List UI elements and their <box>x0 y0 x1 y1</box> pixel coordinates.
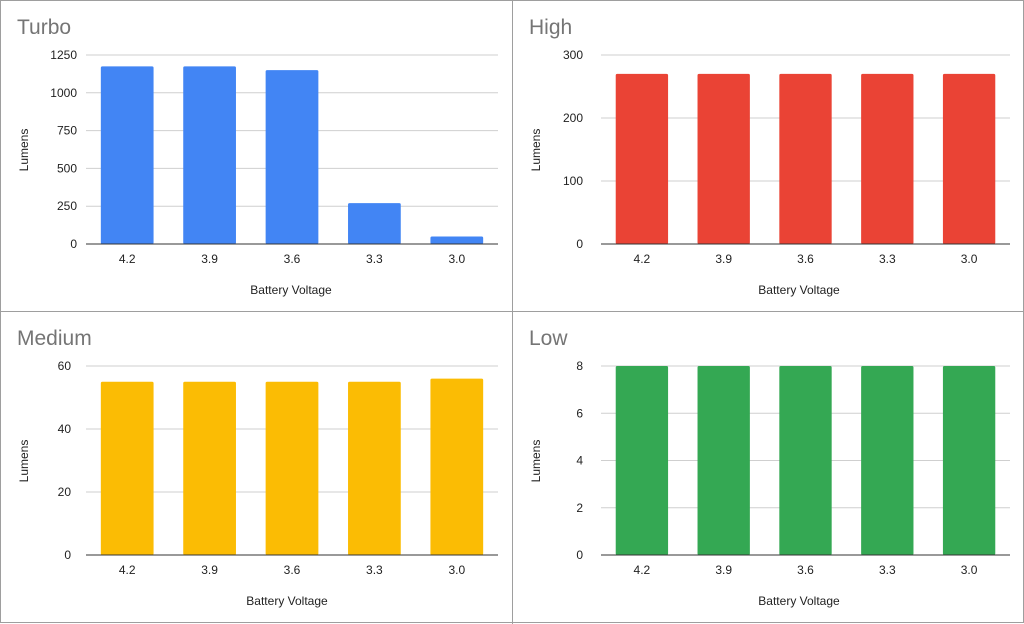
chart-panel-turbo: Turbo Lumens Battery Voltage 0 250 500 750 1… <box>1 1 512 311</box>
x-tick-label: 4.2 <box>119 563 136 577</box>
y-tick-label: 1250 <box>50 48 77 62</box>
bar <box>779 73 832 245</box>
chart-panel-low: Low Lumens Battery Voltage 0 2 4 6 8 4.2 3.9 3.… <box>513 312 1024 622</box>
bar <box>183 381 236 555</box>
x-tick-label: 3.6 <box>797 252 814 266</box>
bar <box>348 203 401 244</box>
y-tick-label: 20 <box>58 485 72 499</box>
x-tick-label: 4.2 <box>634 563 651 577</box>
x-axis-label: Battery Voltage <box>758 594 840 608</box>
y-axis-label: Lumens <box>529 129 543 172</box>
bar <box>430 378 484 555</box>
x-tick-label: 3.9 <box>201 252 218 266</box>
turbo-chart: Turbo Lumens Battery Voltage 0 250 500 750 1… <box>17 16 498 297</box>
low-chart: Low Lumens Battery Voltage 0 2 4 6 8 4.2 3.9 3.… <box>529 327 1010 608</box>
y-tick-label: 0 <box>70 237 77 251</box>
y-tick-label: 40 <box>58 422 72 436</box>
x-tick-label: 3.0 <box>961 252 978 266</box>
bar <box>100 66 154 244</box>
chart-title: Medium <box>17 327 92 350</box>
y-tick-label: 100 <box>563 174 583 188</box>
y-tick-label: 8 <box>576 359 583 373</box>
bar <box>265 70 319 245</box>
bar <box>697 73 750 245</box>
x-tick-label: 3.0 <box>448 563 465 577</box>
y-tick-label: 750 <box>57 124 77 138</box>
bar <box>697 366 750 555</box>
bar <box>861 366 914 555</box>
bar <box>183 66 236 244</box>
y-axis-label: Lumens <box>17 129 31 172</box>
x-tick-label: 3.6 <box>797 563 814 577</box>
medium-chart: Medium Lumens Battery Voltage 0 20 40 60 4.2… <box>17 327 498 608</box>
x-axis-label: Battery Voltage <box>246 594 328 608</box>
x-tick-label: 3.9 <box>201 563 218 577</box>
chart-panel-medium: Medium Lumens Battery Voltage 0 20 40 60 4.2… <box>1 312 512 622</box>
chart-title: Low <box>529 327 568 350</box>
bar <box>615 366 669 555</box>
y-tick-label: 300 <box>563 48 583 62</box>
x-tick-label: 3.3 <box>366 252 383 266</box>
y-axis-label: Lumens <box>17 440 31 483</box>
x-tick-label: 3.3 <box>879 252 896 266</box>
bar <box>942 73 996 245</box>
y-tick-label: 0 <box>64 548 71 562</box>
x-tick-label: 3.0 <box>961 563 978 577</box>
x-tick-label: 3.9 <box>715 252 732 266</box>
panel-divider-vertical <box>512 1 513 624</box>
bar <box>348 381 401 555</box>
y-tick-label: 0 <box>576 548 583 562</box>
y-tick-label: 1000 <box>50 86 77 100</box>
y-tick-label: 200 <box>563 111 583 125</box>
bar <box>100 381 154 555</box>
y-tick-label: 4 <box>576 454 583 468</box>
x-tick-label: 4.2 <box>119 252 136 266</box>
y-tick-label: 500 <box>57 161 77 175</box>
y-axis-label: Lumens <box>529 440 543 483</box>
x-tick-label: 3.3 <box>366 563 383 577</box>
chart-title: Turbo <box>17 16 71 39</box>
bar <box>861 73 914 245</box>
bar <box>942 366 996 555</box>
bar <box>265 381 319 555</box>
x-tick-label: 3.3 <box>879 563 896 577</box>
chart-title: High <box>529 16 572 39</box>
bar <box>430 236 484 244</box>
bar <box>779 366 832 555</box>
x-tick-label: 3.0 <box>448 252 465 266</box>
high-chart: High Lumens Battery Voltage 0 100 200 300 4.… <box>529 16 1010 297</box>
x-tick-label: 3.9 <box>715 563 732 577</box>
x-tick-label: 4.2 <box>634 252 651 266</box>
x-tick-label: 3.6 <box>284 563 301 577</box>
x-tick-label: 3.6 <box>284 252 301 266</box>
y-tick-label: 0 <box>576 237 583 251</box>
bar <box>615 73 669 245</box>
y-tick-label: 6 <box>576 406 583 420</box>
chart-panel-high: High Lumens Battery Voltage 0 100 200 300 4.… <box>513 1 1024 311</box>
y-tick-label: 60 <box>58 359 72 373</box>
x-axis-label: Battery Voltage <box>250 283 332 297</box>
x-axis-label: Battery Voltage <box>758 283 840 297</box>
y-tick-label: 250 <box>57 199 77 213</box>
panel-divider-horizontal <box>1 311 1024 312</box>
y-tick-label: 2 <box>576 501 583 515</box>
